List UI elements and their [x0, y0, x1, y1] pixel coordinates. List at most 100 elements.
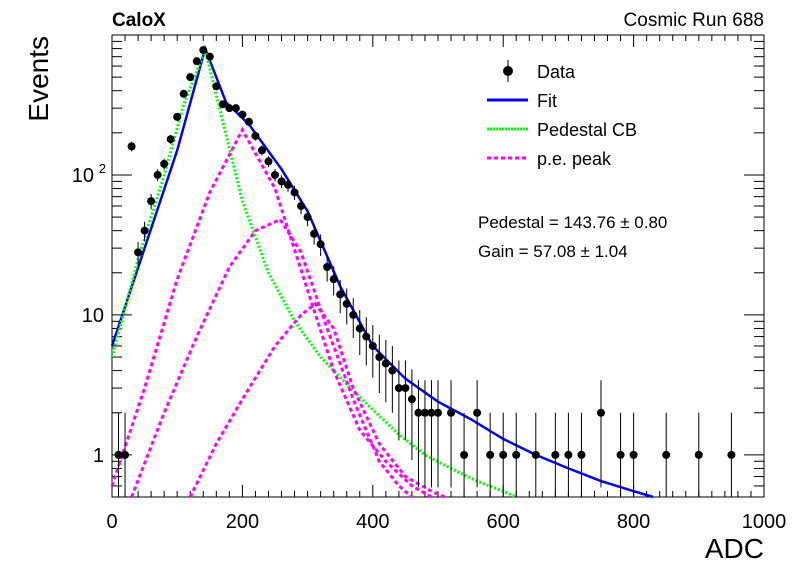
data-point	[499, 412, 508, 497]
data-marker	[121, 450, 130, 459]
data-marker	[192, 57, 201, 66]
data-marker	[238, 110, 247, 119]
data-marker	[577, 450, 586, 459]
data-point	[284, 178, 293, 192]
x-axis: 0 200 400 600 800 1000	[106, 35, 786, 533]
data-point	[355, 310, 364, 355]
data-marker	[303, 213, 312, 222]
y-axis-label: Events	[23, 36, 54, 122]
data-point	[486, 412, 495, 497]
data-marker	[551, 450, 560, 459]
data-point	[251, 131, 260, 141]
data-point	[186, 73, 195, 82]
data-point	[460, 412, 469, 497]
data-point	[473, 380, 482, 488]
data-point	[310, 224, 319, 245]
data-point	[336, 280, 345, 314]
data-point	[290, 185, 299, 200]
data-marker	[355, 324, 364, 333]
data-marker	[290, 188, 299, 197]
x-tick-label: 200	[226, 511, 259, 533]
data-marker	[727, 450, 736, 459]
data-marker	[244, 117, 253, 126]
data-point	[323, 255, 332, 282]
data-marker	[323, 262, 332, 271]
pe3-curve	[188, 301, 446, 499]
data-point	[388, 345, 397, 413]
data-point	[264, 156, 273, 168]
data-point	[349, 298, 358, 339]
data-marker	[153, 170, 162, 179]
data-point	[375, 334, 384, 394]
data-point	[329, 266, 338, 296]
data-marker	[179, 89, 188, 98]
data-marker	[160, 159, 169, 168]
data-point	[316, 234, 325, 257]
data-point	[616, 412, 625, 497]
legend: Data Fit Pedestal CB p.e. peak	[487, 60, 637, 169]
x-tick-label: 1000	[742, 511, 787, 533]
y-tick-label-exponent: 2	[99, 161, 106, 176]
data-point	[218, 100, 227, 109]
data-marker	[251, 131, 260, 140]
data-point	[414, 380, 423, 488]
data-point	[205, 52, 214, 61]
data-marker	[329, 275, 338, 284]
data-marker	[388, 366, 397, 375]
data-marker	[173, 112, 182, 121]
data-marker	[375, 353, 384, 362]
x-tick-label: 0	[106, 511, 117, 533]
data-marker	[114, 450, 123, 459]
legend-label: p.e. peak	[537, 149, 612, 169]
data-marker	[662, 450, 671, 459]
x-tick-label: 600	[487, 511, 520, 533]
data-marker	[420, 408, 429, 417]
data-marker	[147, 197, 156, 206]
data-point	[577, 412, 586, 497]
data-marker	[199, 46, 208, 55]
data-point	[662, 412, 671, 497]
data-point	[244, 117, 253, 126]
data-marker	[127, 142, 136, 151]
data-marker	[134, 248, 143, 257]
data-marker	[140, 226, 149, 235]
legend-item: Pedestal CB	[487, 120, 637, 140]
data-marker	[284, 180, 293, 189]
data-point	[629, 412, 638, 497]
data-point	[225, 104, 234, 113]
y-tick-label: 1	[93, 445, 104, 467]
x-axis-label: ADC	[705, 533, 764, 564]
data-marker	[166, 135, 175, 144]
data-marker	[512, 450, 521, 459]
data-point	[277, 175, 286, 189]
data-marker	[342, 299, 351, 308]
data-marker	[212, 82, 221, 91]
data-marker	[316, 240, 325, 249]
data-point	[297, 198, 306, 215]
data-marker	[629, 450, 638, 459]
data-point	[153, 169, 162, 182]
data-marker	[486, 450, 495, 459]
data-point	[173, 112, 182, 121]
data-point	[231, 104, 240, 113]
data-point	[394, 360, 403, 441]
data-marker	[336, 290, 345, 299]
annotation-gain: Gain = 57.08 ± 1.04	[478, 242, 628, 261]
x-tick-label: 800	[617, 511, 650, 533]
data-point	[342, 288, 351, 325]
data-point	[127, 141, 136, 152]
fit-curves	[110, 44, 654, 499]
data-marker	[231, 104, 240, 113]
data-point	[512, 412, 521, 497]
data-point	[303, 209, 312, 227]
pe2-curve	[130, 217, 413, 499]
header-right: Cosmic Run 688	[624, 10, 764, 31]
pedestal-curve	[110, 45, 517, 499]
data-point	[434, 380, 442, 488]
data-marker	[271, 170, 279, 179]
data-marker	[616, 450, 625, 459]
data-marker	[447, 408, 456, 417]
data-marker	[381, 359, 390, 368]
data-marker	[460, 450, 469, 459]
data-point	[134, 241, 143, 266]
